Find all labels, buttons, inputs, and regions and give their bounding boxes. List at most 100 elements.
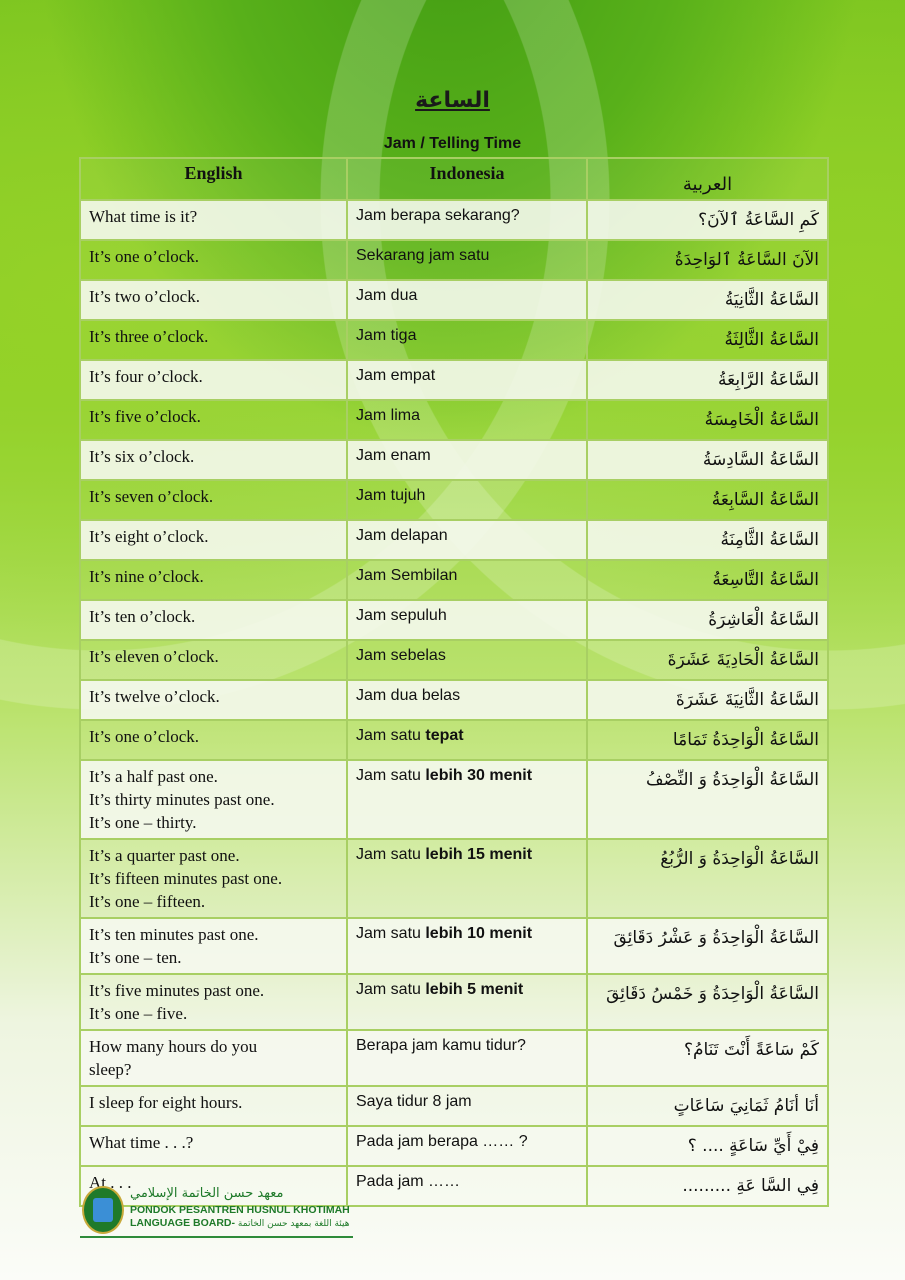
arabic-cell: السَّاعَةُ الْوَاحِدَةُ تَمَامًا xyxy=(586,719,829,761)
indonesia-text: Jam tiga xyxy=(356,327,417,344)
english-cell: It’s eleven o’clock. xyxy=(79,639,348,681)
indonesia-cell: Jam sebelas xyxy=(346,639,588,681)
table-row: It’s eleven o’clock. Jam sebelas السَّاعَة… xyxy=(79,639,829,681)
english-line: sleep? xyxy=(89,1060,132,1079)
table-row: It’s four o’clock. Jam empat السَّاعَةُ ال… xyxy=(79,359,829,401)
english-line: It’s ten minutes past one. xyxy=(89,925,259,944)
page-title: الساعة xyxy=(415,88,490,113)
english-line: It’s ten o’clock. xyxy=(89,607,196,626)
footer-board-label: LANGUAGE BOARD- xyxy=(130,1217,235,1229)
english-cell: It’s seven o’clock. xyxy=(79,479,348,521)
indonesia-text: Sekarang jam satu xyxy=(356,247,490,264)
indonesia-bold-text: lebih 5 menit xyxy=(425,981,524,998)
english-line: It’s fifteen minutes past one. xyxy=(89,869,283,888)
english-cell: It’s five o’clock. xyxy=(79,399,348,441)
indonesia-cell: Jam satu lebih 10 menit xyxy=(346,917,588,975)
table-row: It’s seven o’clock. Jam tujuh السَّاعَةُ ا… xyxy=(79,479,829,521)
english-line: It’s one o’clock. xyxy=(89,727,199,746)
table-row: It’s a half past one. It’s thirty minutes… xyxy=(79,759,829,840)
table-row: It’s eight o’clock. Jam delapan السَّاعَةُ… xyxy=(79,519,829,561)
english-cell: How many hours do you sleep? xyxy=(79,1029,348,1087)
english-cell: It’s eight o’clock. xyxy=(79,519,348,561)
page-subtitle: Jam / Telling Time xyxy=(383,135,522,152)
english-line: It’s seven o’clock. xyxy=(89,487,214,506)
indonesia-text: Jam enam xyxy=(356,447,431,464)
indonesia-text: Jam sebelas xyxy=(356,647,446,664)
indonesia-text: Saya tidur 8 jam xyxy=(356,1093,472,1110)
indonesia-cell: Sekarang jam satu xyxy=(346,239,588,281)
indonesia-cell: Jam satu tepat xyxy=(346,719,588,761)
indonesia-cell: Jam satu lebih 5 menit xyxy=(346,973,588,1031)
arabic-cell: السَّاعَةُ الْوَاحِدَةُ وَ النِّصْفُ xyxy=(586,759,829,840)
table-row: What time is it? Jam berapa sekarang? كَمِ… xyxy=(79,199,829,241)
indonesia-text: Pada jam …… xyxy=(356,1173,461,1190)
table-row: It’s ten minutes past one. It’s one – ten… xyxy=(79,917,829,975)
footer-arabic-name: معهد حسن الخاتمة الإسلامي xyxy=(130,1186,284,1201)
english-cell: It’s a half past one. It’s thirty minutes… xyxy=(79,759,348,840)
indonesia-cell: Jam tujuh xyxy=(346,479,588,521)
indonesia-cell: Jam enam xyxy=(346,439,588,481)
indonesia-cell: Jam Sembilan xyxy=(346,559,588,601)
table-row: I sleep for eight hours. Saya tidur 8 jam… xyxy=(79,1085,829,1127)
english-line: It’s a quarter past one. xyxy=(89,846,240,865)
table-row: It’s ten o’clock. Jam sepuluh السَّاعَةُ ا… xyxy=(79,599,829,641)
english-line: It’s three o’clock. xyxy=(89,327,209,346)
english-line: It’s one – thirty. xyxy=(89,813,197,832)
footer-board: LANGUAGE BOARD- هيئة اللغة بمعهد حسن الخ… xyxy=(130,1217,349,1229)
indonesia-cell: Pada jam …… xyxy=(346,1165,588,1207)
arabic-cell: السَّاعَةُ الثَّامِنَةُ xyxy=(586,519,829,561)
english-line: It’s two o’clock. xyxy=(89,287,200,306)
indonesia-cell: Saya tidur 8 jam xyxy=(346,1085,588,1127)
english-cell: It’s a quarter past one. It’s fifteen min… xyxy=(79,838,348,919)
footer-logo-block: معهد حسن الخاتمة الإسلامي PONDOK PESANTR… xyxy=(80,1184,355,1234)
english-cell: It’s nine o’clock. xyxy=(79,559,348,601)
indonesia-bold-text: lebih 15 menit xyxy=(425,846,533,863)
arabic-cell: كَمْ سَاعَةً أَنْتَ تَنَامُ؟ xyxy=(586,1029,829,1087)
arabic-cell: السَّاعَةُ الْوَاحِدَةُ وَ الرُّبُعُ xyxy=(586,838,829,919)
english-line: What time . . .? xyxy=(89,1133,194,1152)
indonesia-text: Jam Sembilan xyxy=(356,567,458,584)
english-line: It’s eight o’clock. xyxy=(89,527,209,546)
indonesia-text: Jam sepuluh xyxy=(356,607,447,624)
indonesia-cell: Jam delapan xyxy=(346,519,588,561)
indonesia-cell: Pada jam berapa …… ? xyxy=(346,1125,588,1167)
english-line: It’s twelve o’clock. xyxy=(89,687,220,706)
table-row: It’s three o’clock. Jam tiga السَّاعَةُ ال… xyxy=(79,319,829,361)
indonesia-text: Jam berapa sekarang? xyxy=(356,207,520,224)
indonesia-cell: Jam satu lebih 15 menit xyxy=(346,838,588,919)
table-row: It’s two o’clock. Jam dua السَّاعَةُ الثَّ… xyxy=(79,279,829,321)
indonesia-cell: Jam berapa sekarang? xyxy=(346,199,588,241)
indonesia-cell: Jam lima xyxy=(346,399,588,441)
table-row: It’s six o’clock. Jam enam السَّاعَةُ السَ… xyxy=(79,439,829,481)
indonesia-text: Jam satu xyxy=(356,925,426,942)
english-line: It’s five o’clock. xyxy=(89,407,201,426)
indonesia-text: Jam dua belas xyxy=(356,687,461,704)
english-cell: It’s ten minutes past one. It’s one – ten… xyxy=(79,917,348,975)
english-line: It’s four o’clock. xyxy=(89,367,203,386)
vocabulary-table: English Indonesia العربية What time is i… xyxy=(79,157,829,1207)
indonesia-text: Jam lima xyxy=(356,407,421,424)
english-cell: What time . . .? xyxy=(79,1125,348,1167)
english-cell: It’s four o’clock. xyxy=(79,359,348,401)
english-line: What time is it? xyxy=(89,207,198,226)
indonesia-cell: Berapa jam kamu tidur? xyxy=(346,1029,588,1087)
indonesia-text: Pada jam berapa …… ? xyxy=(356,1133,528,1150)
arabic-cell: فِي السَّا عَةِ ......... xyxy=(586,1165,829,1207)
arabic-cell: السَّاعَةُ الْحَادِيَةَ عَشَرَةَ xyxy=(586,639,829,681)
header-arabic: العربية xyxy=(586,157,829,201)
arabic-cell: الآنَ السَّاعَةُ ٱلوَاحِدَةُ xyxy=(586,239,829,281)
header-english: English xyxy=(79,157,348,201)
arabic-cell: السَّاعَةُ الثَّالِثَةُ xyxy=(586,319,829,361)
english-cell: It’s one o’clock. xyxy=(79,239,348,281)
english-cell: It’s one o’clock. xyxy=(79,719,348,761)
english-line: I sleep for eight hours. xyxy=(89,1093,243,1112)
indonesia-text: Jam satu xyxy=(356,846,426,863)
table-row: How many hours do you sleep? Berapa jam ka… xyxy=(79,1029,829,1087)
arabic-cell: السَّاعَةُ الْوَاحِدَةُ وَ عَشْرُ دَقَائ… xyxy=(586,917,829,975)
indonesia-cell: Jam dua belas xyxy=(346,679,588,721)
english-cell: It’s ten o’clock. xyxy=(79,599,348,641)
english-line: It’s eleven o’clock. xyxy=(89,647,219,666)
english-line: It’s six o’clock. xyxy=(89,447,195,466)
indonesia-cell: Jam tiga xyxy=(346,319,588,361)
english-cell: It’s three o’clock. xyxy=(79,319,348,361)
